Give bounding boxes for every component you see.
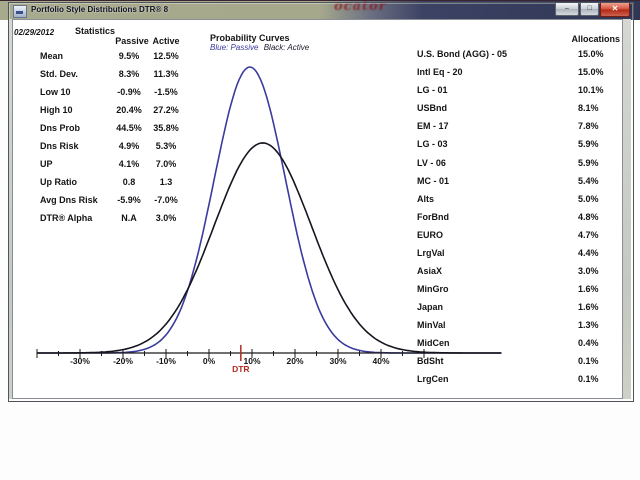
allocation-value: 15.0%	[578, 49, 604, 59]
allocation-value: 0.1%	[578, 356, 599, 366]
allocation-value: 5.9%	[578, 139, 599, 149]
window-title: Portfolio Style Distributions DTR® 8	[31, 5, 169, 14]
allocation-name: U.S. Bond (AGG) - 05	[417, 49, 507, 59]
allocation-name: Japan	[417, 302, 444, 312]
allocation-row: EM - 17 7.8%	[0, 121, 640, 133]
allocation-row: MinGro 1.6%	[0, 284, 640, 296]
allocation-row: MinVal 1.3%	[0, 320, 640, 332]
allocation-value: 10.1%	[578, 85, 604, 95]
allocation-value: 3.0%	[578, 266, 599, 276]
window-titlebar[interactable]: Portfolio Style Distributions DTR® 8 – □…	[9, 3, 633, 19]
statistics-column-passive: Passive	[115, 36, 149, 46]
allocation-name: USBnd	[417, 103, 447, 113]
allocation-value: 5.4%	[578, 176, 599, 186]
app-window: Portfolio Style Distributions DTR® 8 – □…	[8, 2, 634, 402]
close-button[interactable]: ✕	[600, 3, 630, 17]
allocation-row: LrgCen 0.1%	[0, 374, 640, 386]
allocation-row: Intl Eq - 20 15.0%	[0, 67, 640, 79]
allocation-value: 15.0%	[578, 67, 604, 77]
allocation-value: 4.7%	[578, 230, 599, 240]
allocation-name: MidCen	[417, 338, 450, 348]
allocation-row: LV - 06 5.9%	[0, 158, 640, 170]
allocation-value: 0.1%	[578, 374, 599, 384]
chart-title: Probability Curves	[210, 33, 290, 43]
allocation-row: EURO 4.7%	[0, 230, 640, 242]
allocation-row: LG - 01 10.1%	[0, 85, 640, 97]
minimize-icon: –	[565, 5, 569, 12]
allocation-value: 1.3%	[578, 320, 599, 330]
allocation-name: LrgCen	[417, 374, 449, 384]
allocation-name: AsiaX	[417, 266, 443, 276]
stat-passive-value: 9.5%	[118, 51, 140, 61]
statistics-heading: Statistics	[75, 26, 116, 36]
allocation-value: 1.6%	[578, 284, 599, 294]
allocation-row: LrgVal 4.4%	[0, 248, 640, 260]
allocation-name: LG - 01	[417, 85, 448, 95]
stats-row: Mean 9.5% 12.5%	[0, 51, 220, 63]
allocation-row: LG - 03 5.9%	[0, 139, 640, 151]
allocation-name: LV - 06	[417, 158, 446, 168]
maximize-button[interactable]: □	[580, 3, 599, 16]
allocation-value: 4.4%	[578, 248, 599, 258]
allocation-row: BdSht 0.1%	[0, 356, 640, 368]
blurred-background: ocator	[0, 0, 640, 20]
allocation-name: LG - 03	[417, 139, 448, 149]
allocation-value: 0.4%	[578, 338, 599, 348]
allocation-name: BdSht	[417, 356, 444, 366]
app-icon	[13, 5, 27, 18]
allocation-row: Alts 5.0%	[0, 194, 640, 206]
allocation-name: MinVal	[417, 320, 446, 330]
close-icon: ✕	[611, 4, 619, 13]
allocation-row: MidCen 0.4%	[0, 338, 640, 350]
legend-passive: Blue: Passive	[210, 43, 259, 52]
allocation-value: 8.1%	[578, 103, 599, 113]
allocation-name: MC - 01	[417, 176, 450, 186]
maximize-icon: □	[587, 5, 592, 12]
stat-label: Mean	[40, 51, 64, 61]
minimize-button[interactable]: –	[555, 3, 579, 16]
allocation-row: USBnd 8.1%	[0, 103, 640, 115]
allocation-value: 5.9%	[578, 158, 599, 168]
allocation-row: Japan 1.6%	[0, 302, 640, 314]
allocation-name: EM - 17	[417, 121, 449, 131]
allocation-name: EURO	[417, 230, 444, 240]
report-date: 02/29/2012	[14, 28, 55, 37]
allocation-value: 5.0%	[578, 194, 599, 204]
stat-active-value: 12.5%	[153, 51, 179, 61]
allocation-value: 7.8%	[578, 121, 599, 131]
allocation-row: MC - 01 5.4%	[0, 176, 640, 188]
allocation-value: 4.8%	[578, 212, 599, 222]
allocation-name: MinGro	[417, 284, 449, 294]
chart-legend: Blue: Passive Black: Active	[210, 43, 309, 52]
window-controls: – □ ✕	[555, 3, 630, 17]
allocations-heading: Allocations	[571, 34, 620, 44]
allocation-value: 1.6%	[578, 302, 599, 312]
allocation-name: ForBnd	[417, 212, 449, 222]
allocation-row: ForBnd 4.8%	[0, 212, 640, 224]
allocation-name: Alts	[417, 194, 435, 204]
statistics-column-active: Active	[152, 36, 180, 46]
background-blurred-text: ocator	[334, 0, 387, 14]
allocation-name: LrgVal	[417, 248, 445, 258]
allocation-row: AsiaX 3.0%	[0, 266, 640, 278]
allocation-name: Intl Eq - 20	[417, 67, 463, 77]
legend-active: Black: Active	[263, 43, 310, 52]
allocation-row: U.S. Bond (AGG) - 05 15.0%	[0, 49, 640, 61]
